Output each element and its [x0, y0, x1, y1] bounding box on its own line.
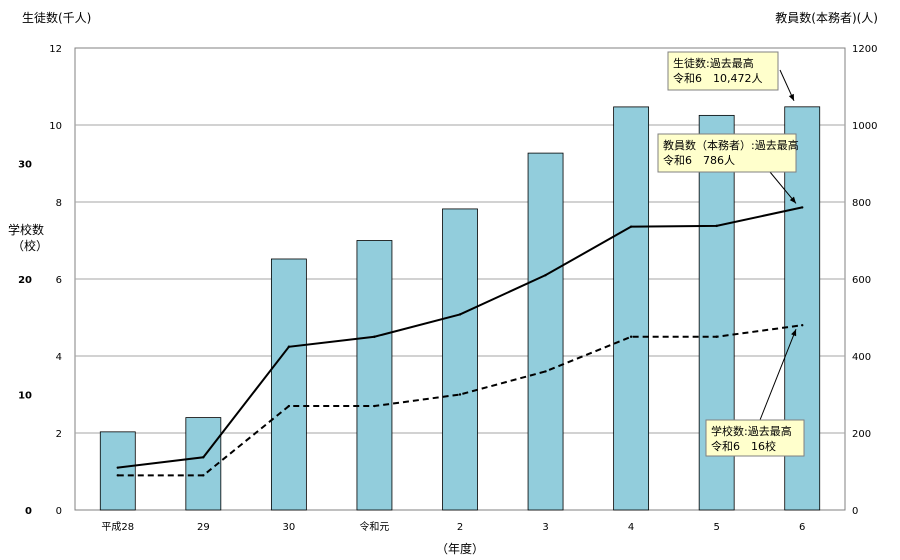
left-tick-label: 8	[56, 198, 62, 209]
callout-line1: 学校数:過去最高	[711, 424, 792, 438]
right-axis-title: 教員数(本務者)(人)	[775, 10, 878, 25]
school-tick-label: 0	[25, 506, 32, 517]
school-tick-label: 30	[18, 160, 32, 171]
callout-box	[667, 51, 779, 91]
right-tick-label: 200	[852, 429, 871, 440]
left-tick-label: 2	[56, 429, 62, 440]
tick-labels: 0 2 4 6 8 10 12 0 200 400 600 800 1000 1200 0 10 20 30 平成2…	[18, 44, 877, 533]
school-line	[117, 324, 803, 477]
left-tick-label: 12	[49, 44, 62, 55]
school-point	[544, 370, 547, 373]
bar	[613, 106, 650, 511]
school-tick-label: 10	[18, 391, 32, 402]
callout-box	[705, 419, 805, 457]
bar	[356, 240, 393, 511]
right-tick-label: 1200	[852, 44, 877, 55]
bar	[527, 152, 564, 511]
left-tick-label: 10	[49, 121, 62, 132]
teacher-point	[801, 206, 804, 209]
x-tick-label: 2	[457, 522, 463, 533]
school-axis-title-line1: 学校数	[8, 222, 44, 237]
school-axis-title-line2: （校）	[12, 238, 48, 253]
teacher-point	[373, 335, 376, 338]
right-tick-label: 600	[852, 275, 871, 286]
right-tick-label: 800	[852, 198, 871, 209]
x-tick-label: 3	[542, 522, 548, 533]
callout-arrowhead	[788, 93, 794, 101]
x-tick-label: 30	[283, 522, 296, 533]
bar	[442, 208, 478, 511]
line-series	[116, 206, 804, 477]
bar	[270, 258, 307, 511]
callout-arrow	[769, 171, 797, 204]
teacher-point	[544, 273, 547, 277]
left-tick-label: 6	[56, 275, 62, 286]
teacher-point	[202, 456, 205, 459]
right-tick-label: 400	[852, 352, 871, 363]
callout-arrowhead	[789, 196, 796, 204]
school-point	[629, 335, 633, 338]
callout-line2: 令和6 10,472人	[673, 71, 763, 85]
x-tick-label: 4	[628, 522, 634, 533]
callout-line2: 令和6 786人	[663, 153, 735, 167]
callout-arrow	[759, 329, 797, 421]
left-tick-label: 0	[56, 506, 62, 517]
teacher-point	[458, 313, 462, 316]
callout-line1: 教員数（本務者）:過去最高	[663, 138, 799, 152]
callout-line1: 生徒数:過去最高	[673, 56, 754, 70]
school-point	[116, 474, 119, 477]
school-point	[287, 404, 291, 408]
callout-box	[657, 133, 797, 173]
school-point	[801, 324, 804, 327]
bar	[185, 417, 222, 511]
school-point	[715, 335, 718, 338]
school-point	[458, 393, 462, 396]
bar	[99, 431, 136, 511]
callout-line2: 令和6 16校	[711, 439, 776, 453]
x-tick-label: 平成28	[101, 521, 134, 533]
callout-arrowhead	[791, 329, 797, 337]
right-tick-label: 1000	[852, 121, 877, 132]
left-axis-title: 生徒数(千人)	[22, 10, 91, 25]
teacher-point	[715, 224, 718, 228]
teacher-point	[629, 225, 633, 228]
right-tick-label: 0	[852, 506, 858, 517]
school-tick-label: 20	[18, 275, 32, 286]
teacher-point	[287, 345, 291, 348]
x-tick-label: 令和元	[359, 520, 389, 533]
school-point	[202, 474, 205, 477]
x-tick-label: 6	[799, 522, 805, 533]
left-tick-label: 4	[56, 352, 62, 363]
x-tick-label: 29	[197, 522, 210, 533]
x-axis-title: （年度）	[436, 541, 484, 556]
teacher-point	[116, 466, 119, 469]
x-tick-label: 5	[713, 522, 719, 533]
school-point	[373, 404, 376, 408]
